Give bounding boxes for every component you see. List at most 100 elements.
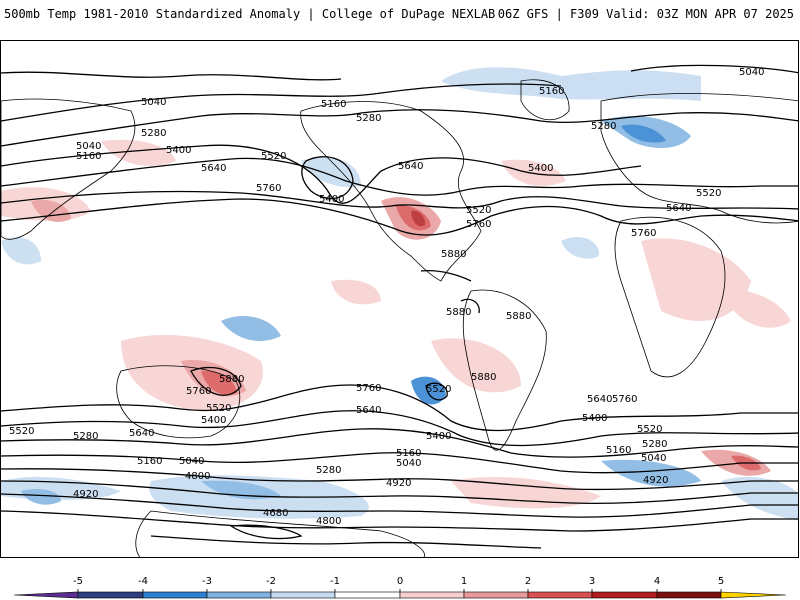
contour-5280-south: [1, 468, 798, 491]
contour-label: 5280: [642, 439, 667, 450]
contour-label: 5160: [76, 151, 101, 162]
contour-5040-south: [1, 493, 798, 518]
contour-label: 5640: [398, 161, 423, 172]
contour-label: 5040: [739, 67, 764, 78]
contour-closed-high-sa: [425, 382, 448, 401]
colorbar-tick: 3: [588, 576, 596, 587]
cold-anomaly-shading: [1, 67, 798, 521]
contour-5880-sa: [460, 298, 480, 314]
colorbar-cell: [270, 591, 336, 599]
model-run-info: 06Z GFS | F309 Valid: 03Z MON APR 07 202…: [497, 7, 794, 21]
north-america-outline: [300, 101, 482, 282]
contour-5880-eq: [420, 270, 472, 282]
contour-label: 5040: [641, 453, 666, 464]
contour-label: 5040: [76, 141, 101, 152]
colorbar-tick: -1: [330, 576, 340, 587]
contour-label: 4920: [386, 478, 411, 489]
colorbar-tick: 0: [396, 576, 404, 587]
contour-label: 5520: [696, 188, 721, 199]
contour-5400-north: [1, 144, 642, 204]
contour-label: 5280: [73, 431, 98, 442]
colorbar-tick: -4: [138, 576, 148, 587]
colorbar-cell: [527, 591, 593, 599]
contour-label: 5280: [591, 121, 616, 132]
weather-map: 5040 5040 5160 5280 5400 5520 5640 5760 …: [0, 40, 799, 558]
contour-5400-south: [1, 452, 798, 474]
contour-5280-north: [1, 109, 798, 147]
contour-4680-south: [229, 524, 303, 540]
contour-label: 5400: [201, 415, 226, 426]
contour-label: 5160: [137, 456, 162, 467]
contour-label: 5640: [356, 405, 381, 416]
colorbar-tick: 1: [460, 576, 468, 587]
australia-outline: [116, 365, 241, 439]
contour-label: 5640: [201, 163, 226, 174]
contour-label: 5760: [356, 383, 381, 394]
colorbar-cell: [720, 591, 787, 599]
colorbar-tick: 2: [524, 576, 532, 587]
land-outlines: [1, 79, 798, 557]
colorbar-tick: -2: [266, 576, 276, 587]
colorbar-cell: [77, 591, 144, 599]
contour-label: 5760: [612, 394, 637, 405]
contour-label: 5400: [582, 413, 607, 424]
contour-label: 5880: [446, 307, 471, 318]
contour-label: 5160: [396, 448, 421, 459]
contour-label: 5400: [166, 145, 191, 156]
contour-label: 5160: [321, 99, 346, 110]
contour-label: 5280: [356, 113, 381, 124]
contour-label: 5520: [206, 403, 231, 414]
colorbar: [0, 570, 800, 600]
contour-label: 5520: [9, 426, 34, 437]
contour-closed-eurasia: [630, 64, 798, 74]
antarctica-outline: [135, 510, 425, 557]
contour-label: 5640: [587, 394, 612, 405]
height-contours: [1, 64, 798, 549]
contour-label: 5880: [219, 374, 244, 385]
contour-label: 5280: [141, 128, 166, 139]
colorbar-tick: -5: [73, 576, 83, 587]
contour-label: 5520: [426, 384, 451, 395]
contour-label: 5760: [256, 183, 281, 194]
eurasia-outline: [600, 93, 798, 224]
contour-label: 5400: [319, 194, 344, 205]
contour-label: 5880: [506, 311, 531, 322]
contour-label: 5760: [186, 386, 211, 397]
colorbar-tick: 5: [717, 576, 725, 587]
contour-label: 5400: [426, 431, 451, 442]
contour-closed-low-pacific: [301, 156, 354, 200]
contour-label: 5040: [141, 97, 166, 108]
contour-4800-south: [150, 535, 542, 549]
contour-label: 4920: [73, 489, 98, 500]
contour-label: 5040: [396, 458, 421, 469]
contour-labels: 5040 5040 5160 5280 5400 5520 5640 5760 …: [9, 67, 764, 527]
contour-label: 5160: [606, 445, 631, 456]
contour-5160-north: [1, 83, 562, 122]
contour-label: 4920: [643, 475, 668, 486]
contour-label: 4800: [185, 471, 210, 482]
colorbar-cell: [591, 591, 658, 599]
contour-label: 4800: [316, 516, 341, 527]
contour-5760-north: [1, 198, 798, 236]
contour-label: 5520: [637, 424, 662, 435]
contour-label: 5880: [471, 372, 496, 383]
contour-label: 5040: [179, 456, 204, 467]
contour-label: 5640: [666, 203, 691, 214]
colorbar-cell: [206, 591, 272, 599]
contour-label: 5280: [316, 465, 341, 476]
eurasia-west-outline: [1, 98, 136, 240]
contour-label: 5640: [129, 428, 154, 439]
colorbar-tick: 4: [653, 576, 661, 587]
greenland-outline: [520, 79, 570, 120]
contour-5040-north: [1, 71, 342, 81]
contour-5640-north: [1, 190, 798, 210]
map-title: 500mb Temp 1981-2010 Standardized Anomal…: [4, 7, 496, 21]
colorbar-cell: [13, 591, 79, 599]
contour-closed-high-aus: [190, 366, 242, 396]
contour-5520-north: [1, 157, 798, 196]
map-svg: 5040 5040 5160 5280 5400 5520 5640 5760 …: [1, 64, 798, 557]
contour-5520-south: [1, 428, 798, 458]
contour-5760-south: [1, 384, 798, 432]
contour-label: 5760: [466, 219, 491, 230]
colorbar-cell: [656, 591, 722, 599]
